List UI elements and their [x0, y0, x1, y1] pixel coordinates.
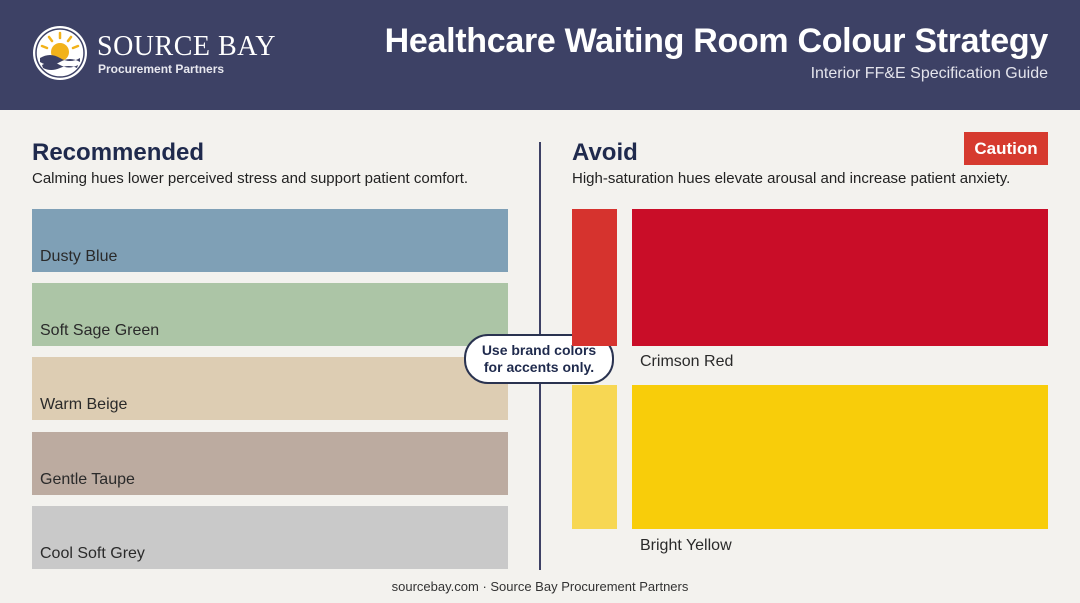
caution-badge: Caution: [964, 132, 1048, 165]
sun-over-waves-icon: [33, 26, 87, 80]
swatch-label: Warm Beige: [40, 396, 128, 413]
swatch-crimson-red: [632, 209, 1048, 346]
avoid-heading: Avoid: [572, 139, 638, 166]
page-subtitle: Interior FF&E Specification Guide: [810, 65, 1048, 82]
header-banner: SOURCE BAY Procurement Partners Healthca…: [0, 0, 1080, 110]
page-title: Healthcare Waiting Room Colour Strategy: [384, 22, 1049, 60]
swatch-cool-soft-grey: Cool Soft Grey: [32, 506, 508, 569]
swatch-warm-beige: Warm Beige: [32, 357, 508, 420]
swatch-dusty-blue: Dusty Blue: [32, 209, 508, 272]
brand-accent-callout: Use brand colors for accents only.: [464, 334, 614, 384]
footer-credit: sourcebay.com · Source Bay Procurement P…: [391, 579, 689, 594]
swatch-gentle-taupe: Gentle Taupe: [32, 432, 508, 495]
brand-tagline: Procurement Partners: [98, 62, 225, 76]
swatch-label: Soft Sage Green: [40, 322, 160, 339]
swatch-label: Cool Soft Grey: [40, 545, 145, 562]
crimson-red-label: Crimson Red: [640, 353, 734, 370]
avoid-description: High-saturation hues elevate arousal and…: [572, 170, 1011, 187]
brand-name: SOURCE BAY: [97, 31, 277, 62]
swatch-label: Dusty Blue: [40, 248, 118, 265]
swatch-soft-sage-green: Soft Sage Green: [32, 283, 508, 346]
recommended-description: Calming hues lower perceived stress and …: [32, 170, 469, 187]
crimson-red-chip: [572, 209, 617, 346]
swatch-bright-yellow: [632, 385, 1048, 529]
swatch-label: Gentle Taupe: [40, 471, 135, 488]
bright-yellow-label: Bright Yellow: [640, 537, 732, 554]
recommended-heading: Recommended: [32, 139, 205, 166]
bright-yellow-chip: [572, 385, 617, 529]
